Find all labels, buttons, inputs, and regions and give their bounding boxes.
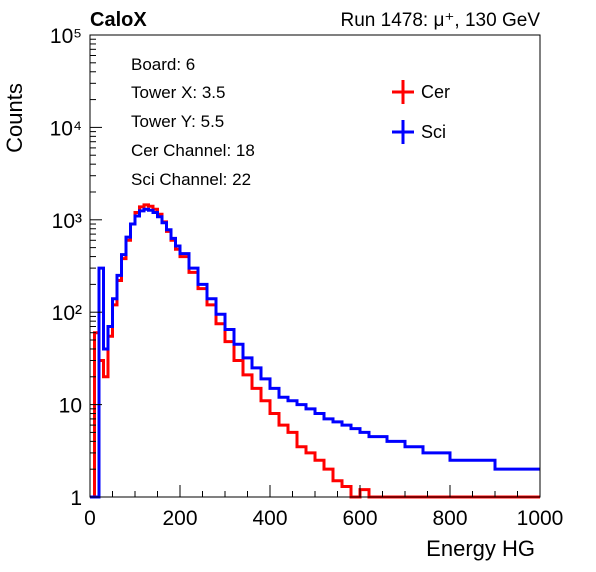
info-board: Board: 6 xyxy=(131,55,195,74)
y-tick-label: 1 xyxy=(70,487,82,510)
run-label: Run 1478: μ⁺, 130 GeV xyxy=(341,10,541,31)
x-tick-label: 1000 xyxy=(517,507,564,530)
y-tick-label: 10² xyxy=(52,302,82,325)
x-tick-label: 200 xyxy=(162,507,197,530)
x-axis: 0 200 400 600 800 1000 xyxy=(84,485,563,530)
info-box: Board: 6 Tower X: 3.5 Tower Y: 5.5 Cer C… xyxy=(131,55,255,189)
info-cer-channel: Cer Channel: 18 xyxy=(131,141,255,160)
x-tick-label: 800 xyxy=(432,507,467,530)
y-tick-label: 10 xyxy=(59,395,82,418)
y-tick-label: 10⁵ xyxy=(50,25,82,48)
x-tick-label: 600 xyxy=(342,507,377,530)
series-line-sci xyxy=(90,207,540,499)
info-tower-x: Tower X: 3.5 xyxy=(131,83,226,102)
y-axis-title: Counts xyxy=(2,83,27,153)
x-axis-title: Energy HG xyxy=(426,536,535,561)
experiment-label: CaloX xyxy=(90,9,147,31)
legend-marker-sci xyxy=(392,120,414,144)
info-tower-y: Tower Y: 5.5 xyxy=(131,112,224,131)
legend-marker-cer xyxy=(392,80,414,104)
legend-label-cer: Cer xyxy=(421,82,450,102)
info-sci-channel: Sci Channel: 22 xyxy=(131,170,251,189)
y-tick-label: 10³ xyxy=(52,210,82,233)
x-tick-label: 400 xyxy=(252,507,287,530)
legend: Cer Sci xyxy=(392,80,450,144)
x-tick-label: 0 xyxy=(84,507,96,530)
y-axis: 1 10 10² 10³ 10⁴ 10⁵ xyxy=(50,25,102,510)
y-tick-label: 10⁴ xyxy=(50,117,82,140)
legend-label-sci: Sci xyxy=(421,122,446,142)
